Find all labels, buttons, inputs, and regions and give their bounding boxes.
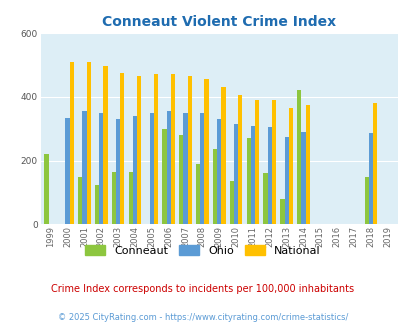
Bar xyxy=(271,100,275,224)
Bar xyxy=(153,75,158,224)
Bar xyxy=(120,73,124,224)
Bar xyxy=(65,117,70,224)
Bar xyxy=(78,177,82,224)
Legend: Conneaut, Ohio, National: Conneaut, Ohio, National xyxy=(81,240,324,260)
Bar xyxy=(44,154,49,224)
Bar xyxy=(183,113,187,224)
Bar xyxy=(284,137,288,224)
Text: © 2025 CityRating.com - https://www.cityrating.com/crime-statistics/: © 2025 CityRating.com - https://www.city… xyxy=(58,313,347,322)
Bar xyxy=(233,124,238,224)
Bar xyxy=(368,134,372,224)
Bar xyxy=(372,103,376,224)
Bar xyxy=(254,100,259,224)
Title: Conneaut Violent Crime Index: Conneaut Violent Crime Index xyxy=(102,15,335,29)
Bar xyxy=(149,113,153,224)
Bar xyxy=(179,135,183,224)
Bar xyxy=(86,62,90,224)
Bar xyxy=(103,67,107,224)
Bar xyxy=(128,172,132,224)
Bar xyxy=(204,79,208,224)
Bar xyxy=(267,127,271,224)
Bar xyxy=(162,129,166,224)
Bar xyxy=(132,116,137,224)
Bar xyxy=(82,111,86,224)
Bar xyxy=(95,184,99,224)
Bar xyxy=(229,182,233,224)
Bar xyxy=(171,75,175,224)
Text: Crime Index corresponds to incidents per 100,000 inhabitants: Crime Index corresponds to incidents per… xyxy=(51,284,354,294)
Bar xyxy=(212,149,217,224)
Bar xyxy=(238,95,242,224)
Bar xyxy=(250,125,254,224)
Bar xyxy=(305,105,309,224)
Bar xyxy=(200,113,204,224)
Bar xyxy=(279,199,284,224)
Bar xyxy=(70,62,74,224)
Bar xyxy=(263,173,267,224)
Bar xyxy=(221,87,225,224)
Bar xyxy=(111,172,116,224)
Bar xyxy=(166,111,171,224)
Bar xyxy=(301,132,305,224)
Bar xyxy=(99,113,103,224)
Bar xyxy=(364,177,368,224)
Bar xyxy=(196,164,200,224)
Bar xyxy=(288,108,292,224)
Bar xyxy=(187,76,192,224)
Bar xyxy=(217,119,221,224)
Bar xyxy=(246,138,250,224)
Bar xyxy=(137,76,141,224)
Bar xyxy=(116,119,120,224)
Bar xyxy=(296,90,301,224)
